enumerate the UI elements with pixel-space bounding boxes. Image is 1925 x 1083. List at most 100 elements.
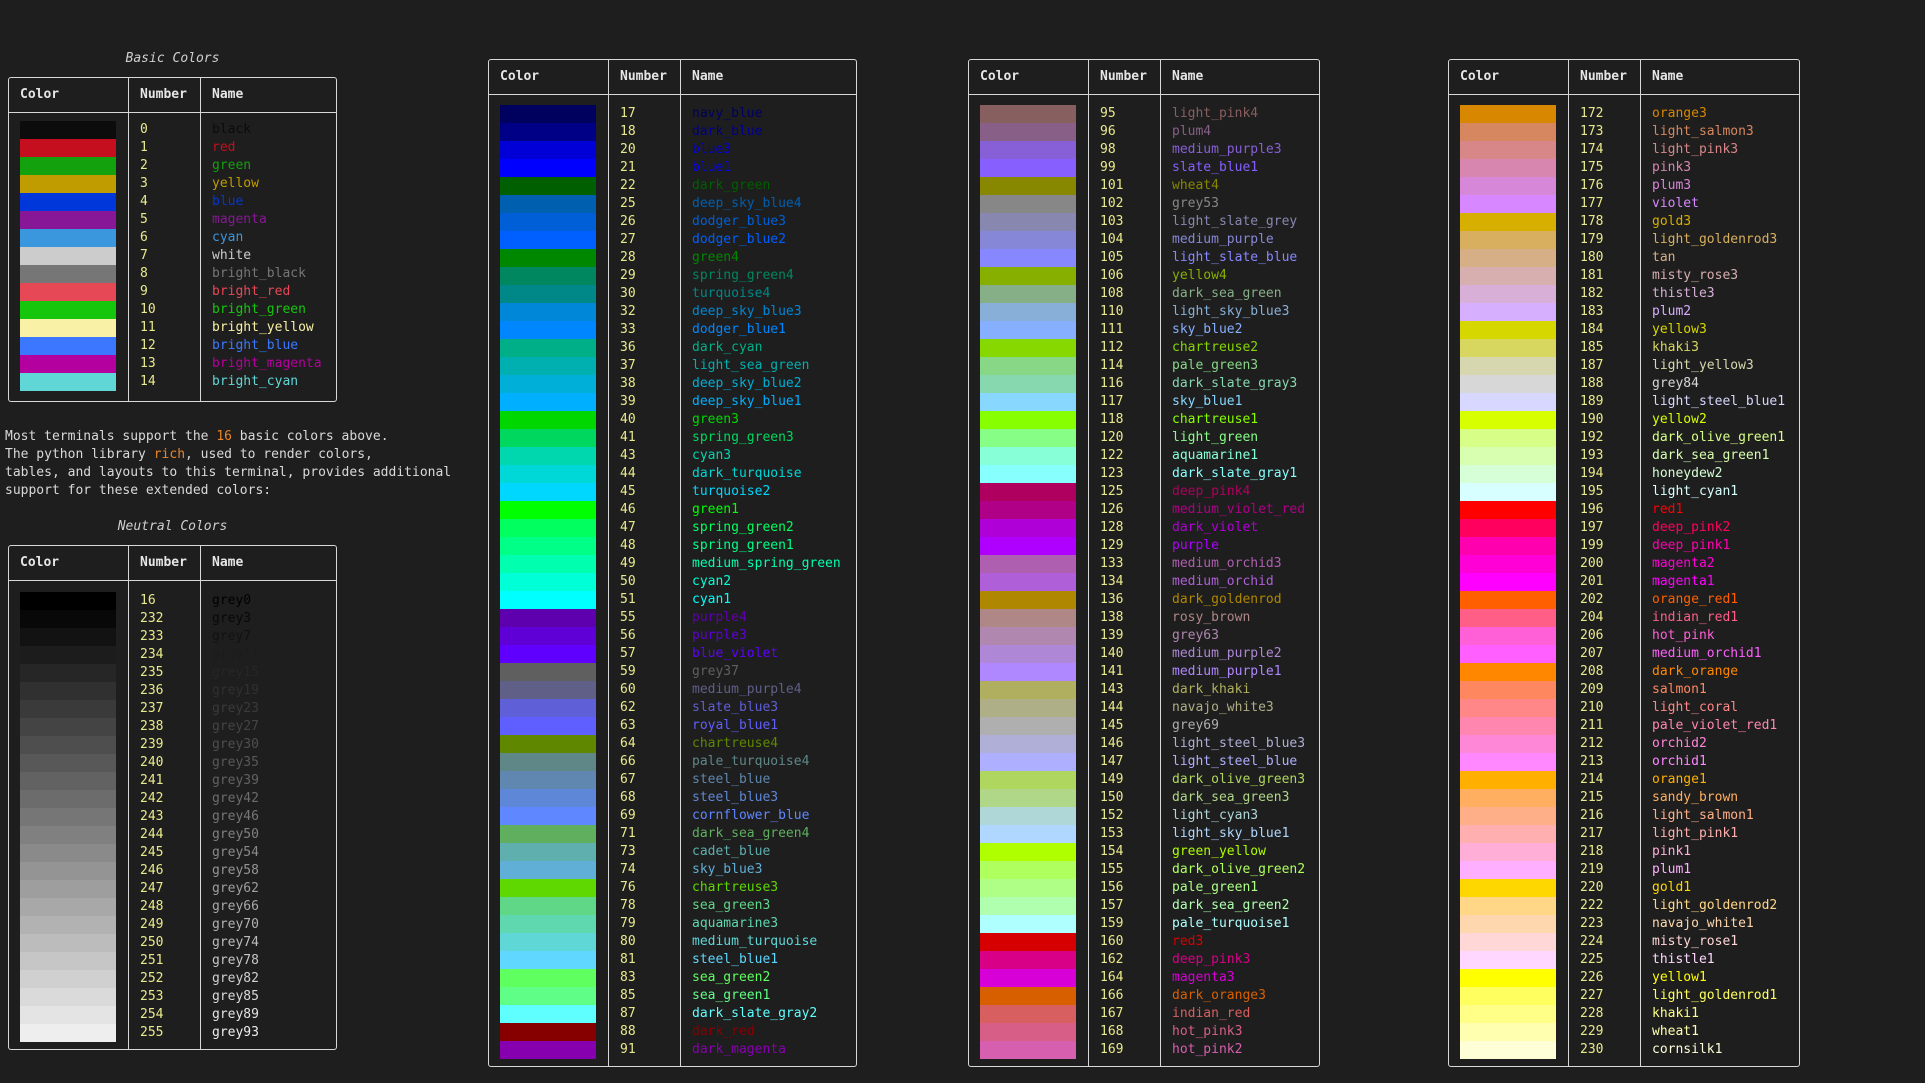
color-swatch [500, 609, 596, 627]
table-row: 218 pink1 [1449, 843, 1799, 861]
color-name: sky_blue2 [1172, 322, 1243, 337]
color-name: light_steel_blue [1172, 754, 1298, 769]
table-row: 210 light_coral [1449, 699, 1799, 717]
table-row: 238 grey27 [9, 718, 336, 736]
color-swatch [20, 772, 116, 790]
color-name: spring_green4 [692, 268, 794, 283]
color-number: 56 [620, 628, 636, 643]
color-name: misty_rose3 [1652, 268, 1739, 283]
color-name: dark_magenta [692, 1042, 786, 1057]
color-number: 230 [1580, 1042, 1604, 1057]
color-swatch [500, 357, 596, 375]
table-row: 98 medium_purple3 [969, 141, 1319, 159]
color-number: 254 [140, 1007, 164, 1022]
color-number: 125 [1100, 484, 1124, 499]
color-swatch [980, 627, 1076, 645]
table-row: 10 bright_green [9, 301, 336, 319]
color-swatch [500, 717, 596, 735]
color-number: 233 [140, 629, 164, 644]
color-number: 196 [1580, 502, 1604, 517]
table-row: 174 light_pink3 [1449, 141, 1799, 159]
table-row: 220 gold1 [1449, 879, 1799, 897]
color-name: green [212, 158, 252, 173]
color-swatch [20, 682, 116, 700]
table-row: 108 dark_sea_green [969, 285, 1319, 303]
color-swatch [1460, 303, 1556, 321]
color-swatch [20, 844, 116, 862]
color-swatch [500, 1023, 596, 1041]
table-row: 129 purple [969, 537, 1319, 555]
color-name: grey35 [212, 755, 259, 770]
color-name: dark_slate_gray2 [692, 1006, 818, 1021]
color-name: light_sky_blue1 [1172, 826, 1290, 841]
table-row: 223 navajo_white1 [1449, 915, 1799, 933]
table-header: Color Number Name [1449, 60, 1799, 95]
color-number: 76 [620, 880, 636, 895]
table-row: 21 blue1 [489, 159, 856, 177]
color-number: 41 [620, 430, 636, 445]
color-number: 214 [1580, 772, 1604, 787]
basic-colors-title: Basic Colors [125, 51, 220, 66]
table-row: 87 dark_slate_gray2 [489, 1005, 856, 1023]
color-name: cyan1 [692, 592, 732, 607]
info-paragraph: Most terminals support the 16 basic colo… [5, 428, 451, 500]
color-swatch [1460, 645, 1556, 663]
color-number: 232 [140, 611, 164, 626]
color-name: deep_sky_blue3 [692, 304, 802, 319]
color-number: 13 [140, 356, 156, 371]
color-swatch [980, 699, 1076, 717]
color-swatch [500, 411, 596, 429]
color-number: 29 [620, 268, 636, 283]
table-row: 123 dark_slate_gray1 [969, 465, 1319, 483]
color-number: 123 [1100, 466, 1124, 481]
color-swatch [980, 321, 1076, 339]
color-name: grey27 [212, 719, 259, 734]
table-row: 74 sky_blue3 [489, 861, 856, 879]
color-name: light_steel_blue3 [1172, 736, 1306, 751]
color-number: 30 [620, 286, 636, 301]
table-row: 177 violet [1449, 195, 1799, 213]
color-name: white [212, 248, 252, 263]
color-swatch [1460, 393, 1556, 411]
color-name: navajo_white1 [1652, 916, 1754, 931]
color-number: 212 [1580, 736, 1604, 751]
color-swatch [980, 105, 1076, 123]
table-row: 154 green_yellow [969, 843, 1319, 861]
color-number: 138 [1100, 610, 1124, 625]
color-number: 122 [1100, 448, 1124, 463]
color-swatch [500, 1041, 596, 1059]
table-row: 232 grey3 [9, 610, 336, 628]
color-swatch [500, 753, 596, 771]
color-number: 129 [1100, 538, 1124, 553]
color-number: 201 [1580, 574, 1604, 589]
color-number: 234 [140, 647, 164, 662]
color-number: 253 [140, 989, 164, 1004]
color-number: 50 [620, 574, 636, 589]
color-number: 153 [1100, 826, 1124, 841]
table-row: 252 grey82 [9, 970, 336, 988]
color-number: 21 [620, 160, 636, 175]
color-swatch [980, 411, 1076, 429]
table-row: 194 honeydew2 [1449, 465, 1799, 483]
color-name: grey11 [212, 647, 259, 662]
color-number: 181 [1580, 268, 1604, 283]
table-row: 51 cyan1 [489, 591, 856, 609]
table-row: 184 yellow3 [1449, 321, 1799, 339]
color-name: cyan3 [692, 448, 732, 463]
color-swatch [980, 735, 1076, 753]
color-name: sandy_brown [1652, 790, 1739, 805]
color-name: slate_blue1 [1172, 160, 1259, 175]
color-swatch [500, 591, 596, 609]
color-name: hot_pink [1652, 628, 1715, 643]
color-number: 120 [1100, 430, 1124, 445]
color-swatch [1460, 447, 1556, 465]
table-row: 185 khaki3 [1449, 339, 1799, 357]
color-name: dark_sea_green [1172, 286, 1282, 301]
color-number: 133 [1100, 556, 1124, 571]
color-name: light_goldenrod2 [1652, 898, 1778, 913]
color-number: 69 [620, 808, 636, 823]
color-name: magenta3 [1172, 970, 1235, 985]
color-number: 8 [140, 266, 148, 281]
table-row: 242 grey42 [9, 790, 336, 808]
table-row: 120 light_green [969, 429, 1319, 447]
